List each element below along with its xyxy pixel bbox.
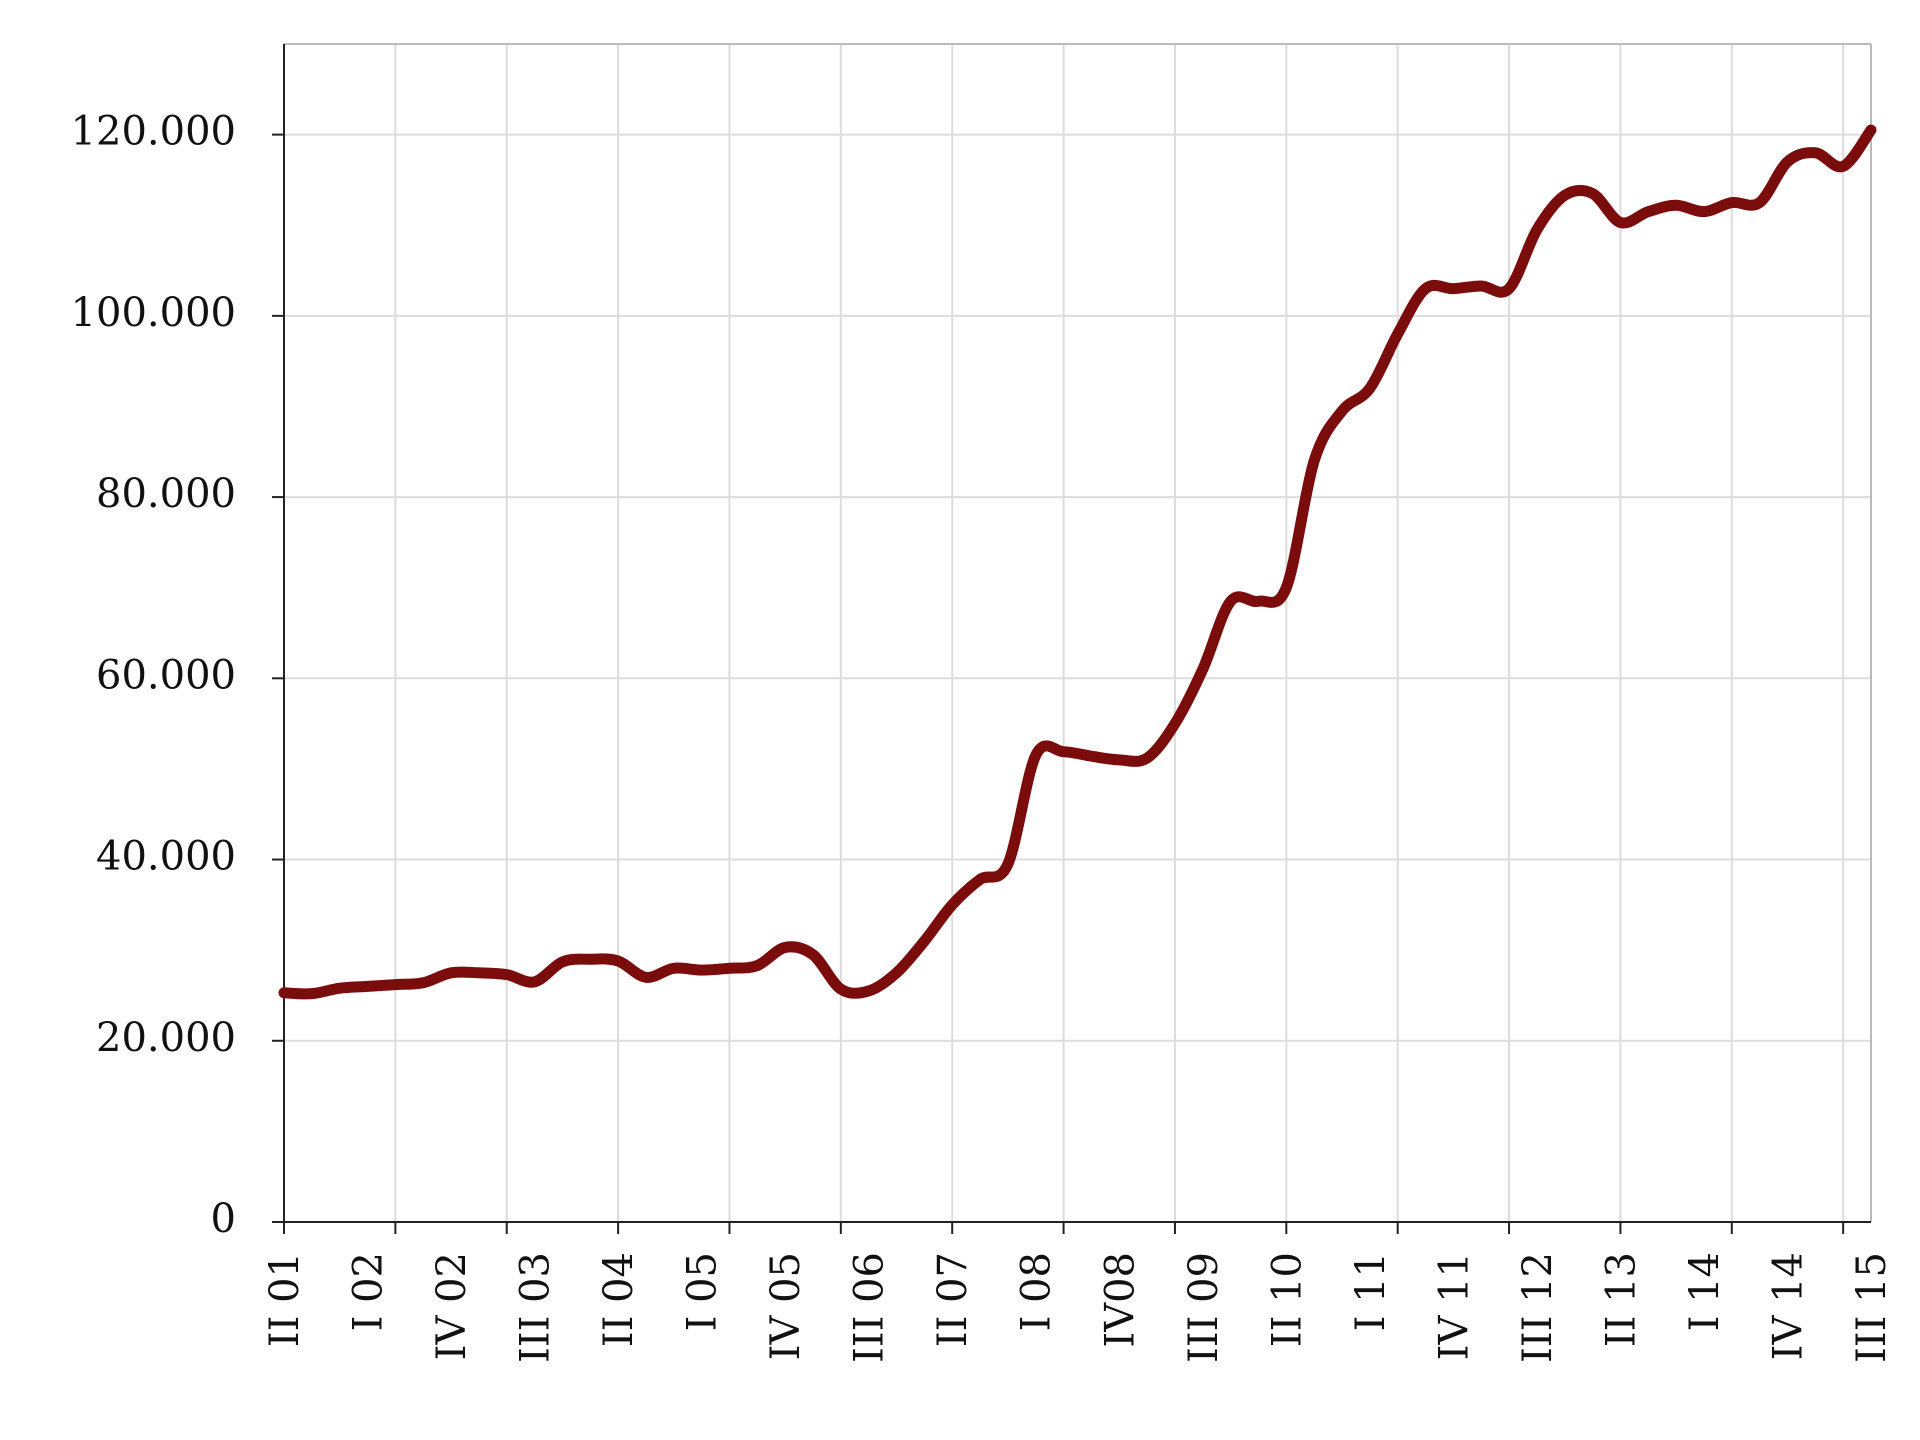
x-tick-label: I 05 — [680, 1252, 726, 1331]
x-tick-label: III 06 — [847, 1252, 893, 1363]
x-tick-label: II 13 — [1598, 1252, 1644, 1347]
data-line — [278, 124, 1877, 1000]
x-tick-label: II 10 — [1264, 1252, 1310, 1347]
x-tick-label: III 15 — [1849, 1252, 1895, 1363]
y-tick-label: 80.000 — [96, 471, 236, 517]
x-tick-label: III 09 — [1181, 1252, 1227, 1363]
x-tick-label: IV 11 — [1431, 1252, 1477, 1360]
x-tick-label: IV 05 — [763, 1252, 809, 1360]
x-tick-label: I 11 — [1348, 1252, 1394, 1331]
x-tick-label: IV 02 — [429, 1252, 475, 1360]
y-tick-label: 40.000 — [96, 834, 236, 880]
x-tick-label: III 03 — [513, 1252, 559, 1363]
x-tick-label: IV 14 — [1765, 1252, 1811, 1360]
x-tick-label: III 12 — [1515, 1252, 1561, 1363]
x-tick-label: IV08 — [1097, 1252, 1143, 1348]
x-tick-label: I 02 — [346, 1252, 392, 1331]
x-tick-label: I 14 — [1682, 1252, 1728, 1331]
x-tick-label: II 07 — [930, 1252, 976, 1347]
y-tick-label: 0 — [211, 1196, 236, 1242]
y-tick-label: 60.000 — [96, 652, 236, 698]
y-tick-label: 100.000 — [71, 290, 236, 336]
x-tick-label: II 01 — [262, 1252, 308, 1347]
y-tick-label: 120.000 — [71, 109, 236, 155]
x-tick-label: I 08 — [1014, 1252, 1060, 1331]
y-tick-label: 20.000 — [96, 1015, 236, 1061]
x-tick-label: II 04 — [596, 1252, 642, 1347]
